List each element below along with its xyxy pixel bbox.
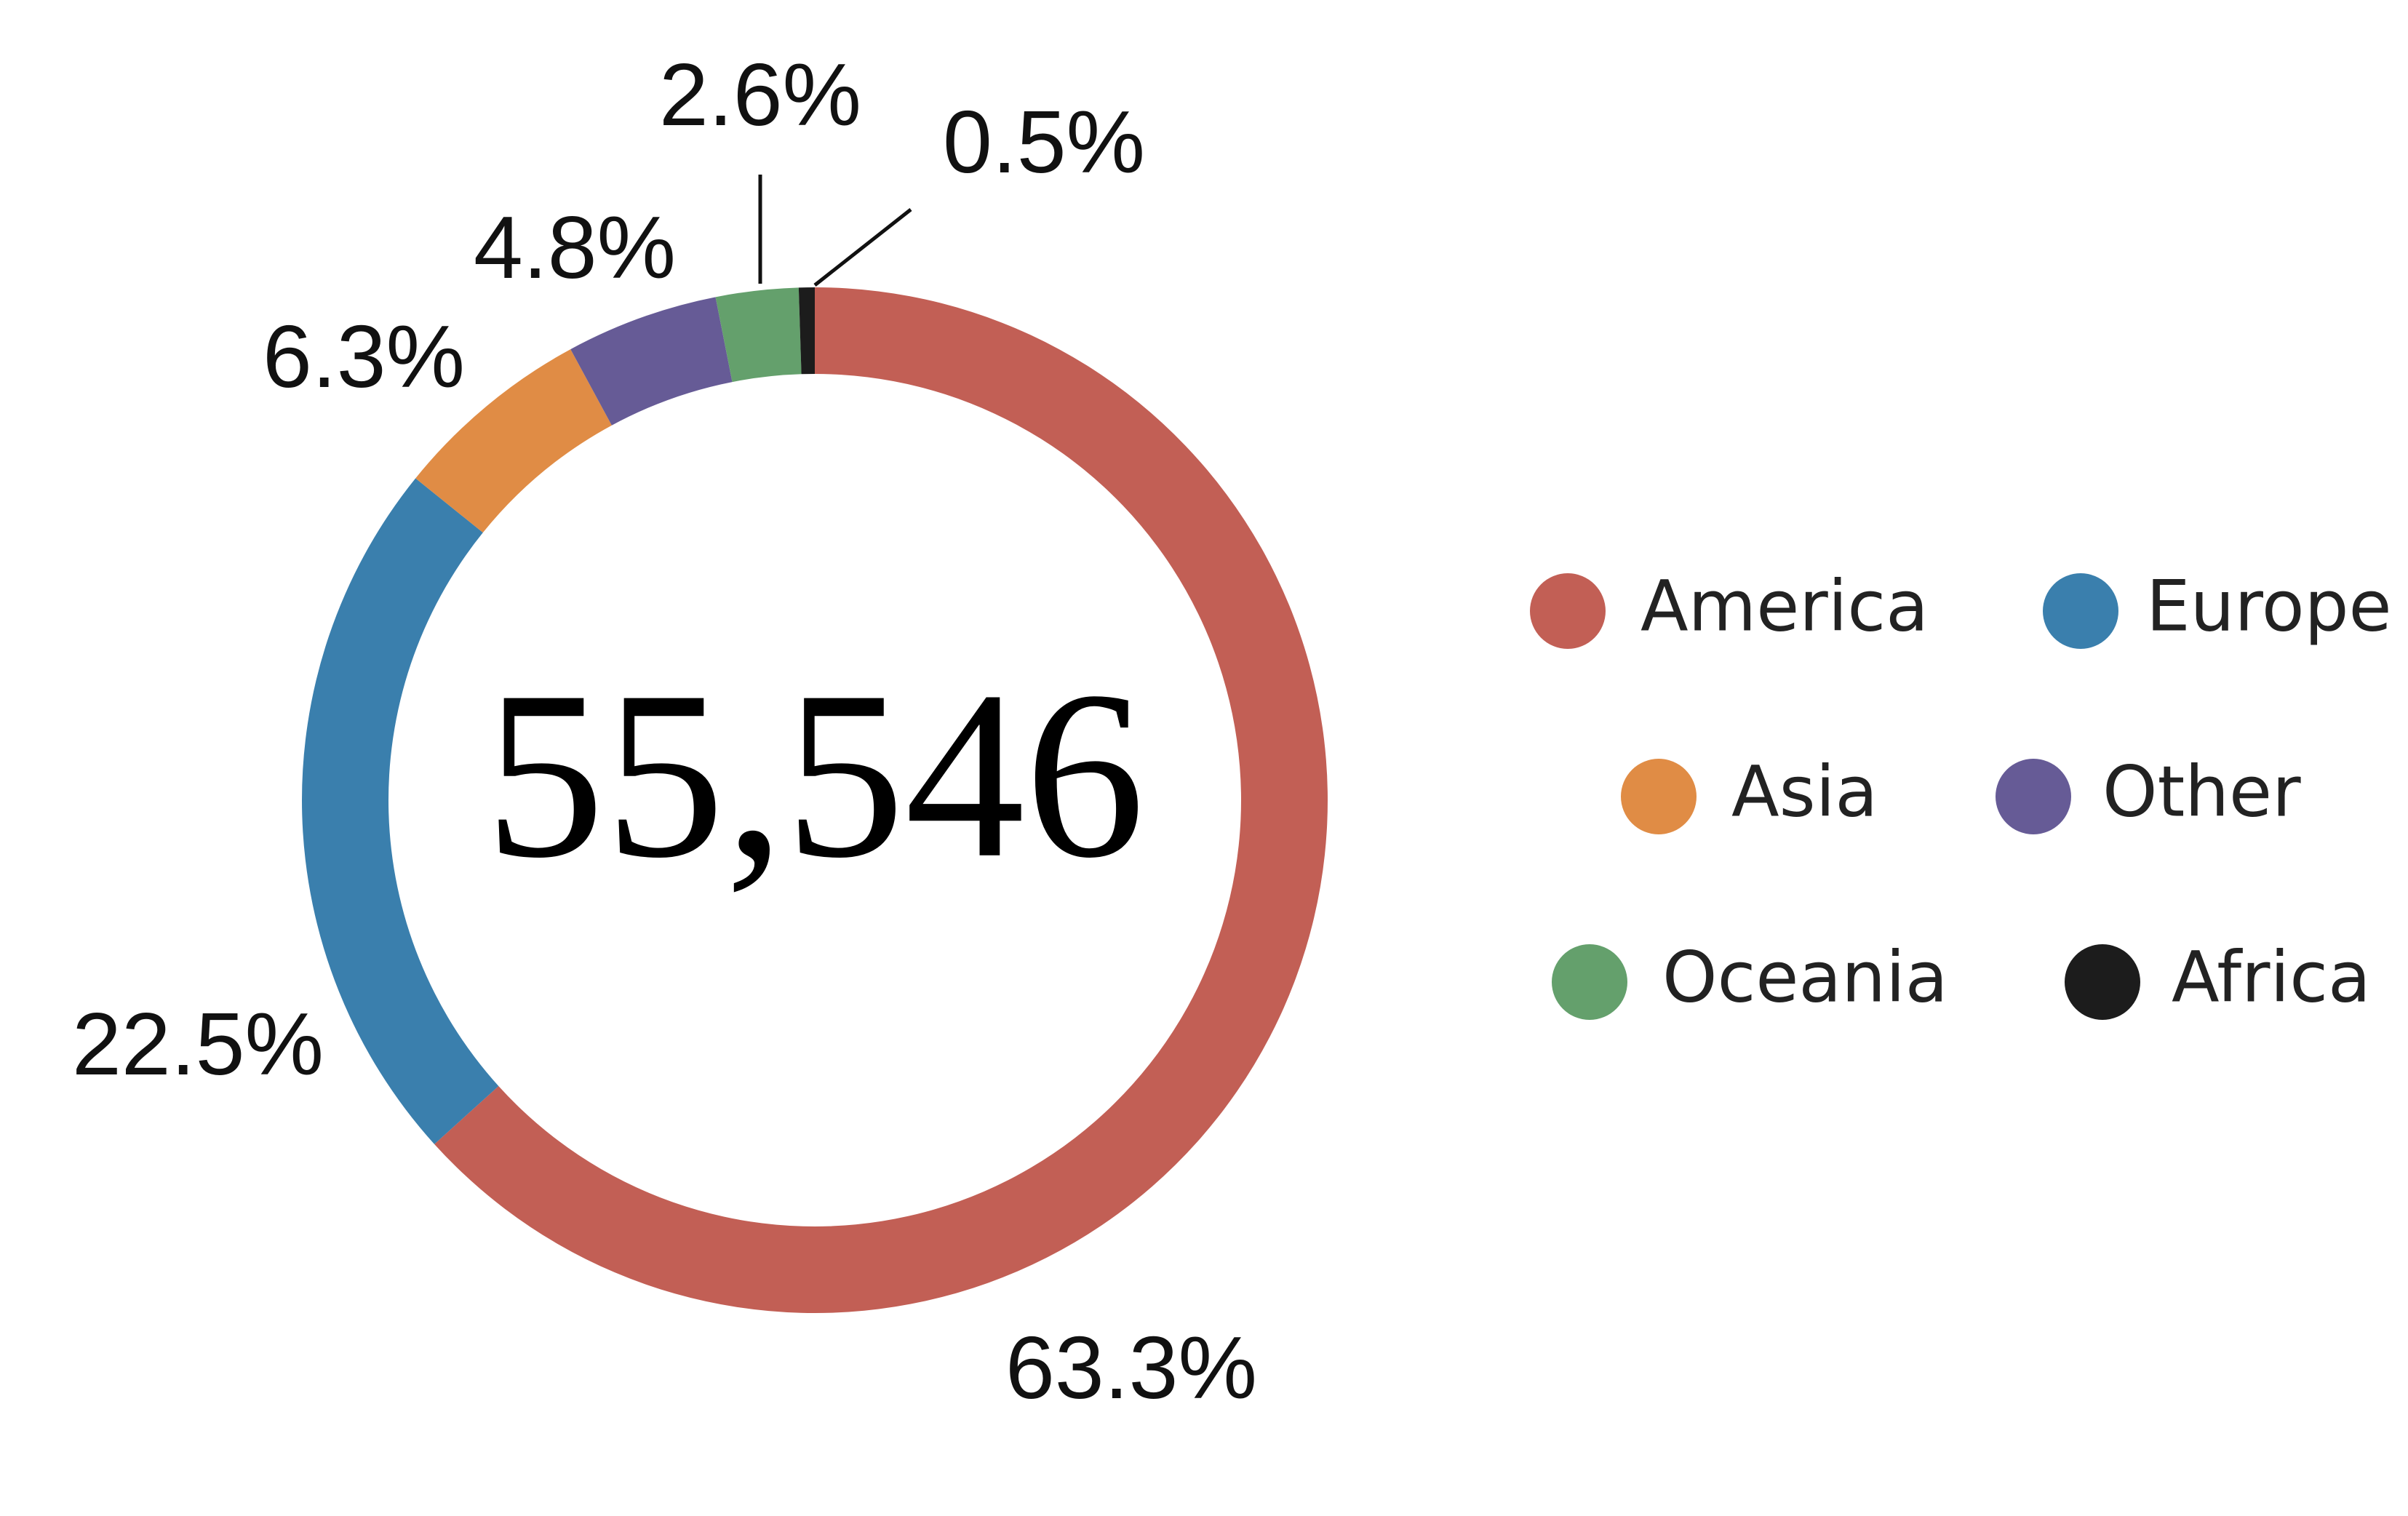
- slice-africa: [798, 287, 815, 375]
- legend-swatch-other: [1996, 759, 2071, 834]
- value-label-america: 63.3%: [1005, 1318, 1257, 1417]
- slice-america: [434, 287, 1328, 1313]
- value-label-other: 4.8%: [474, 198, 676, 297]
- value-label-asia: 6.3%: [263, 307, 465, 406]
- legend-label-africa: Africa: [2172, 936, 2371, 1018]
- percentage-labels: 63.3% 22.5% 6.3%4.8% 2.6% 0.5%: [72, 45, 1257, 1417]
- leader-lines: [758, 175, 912, 287]
- legend: America Europe Asia Other Oceania Africa: [1530, 565, 2392, 1020]
- legend-label-europe: Europe: [2146, 565, 2392, 647]
- legend-label-asia: Asia: [1731, 751, 1878, 832]
- legend-label-america: America: [1640, 565, 1929, 647]
- slice-europe: [302, 478, 499, 1144]
- value-label-africa: 0.5%: [943, 92, 1145, 191]
- legend-label-oceania: Oceania: [1662, 936, 1948, 1018]
- value-label-europe: 22.5%: [72, 994, 324, 1093]
- legend-swatch-asia: [1621, 759, 1697, 834]
- legend-item-europe: Europe: [2043, 565, 2392, 649]
- legend-swatch-europe: [2043, 573, 2118, 649]
- legend-swatch-oceania: [1552, 944, 1627, 1020]
- value-label-oceania: 2.6%: [659, 45, 861, 144]
- legend-item-oceania: Oceania: [1552, 936, 1948, 1020]
- leader-line-africa: [813, 208, 912, 287]
- center-total-value: 55,546: [485, 642, 1145, 908]
- slice-asia: [415, 349, 612, 533]
- legend-item-asia: Asia: [1621, 751, 1878, 834]
- donut-slices: [302, 287, 1328, 1313]
- legend-item-other: Other: [1996, 751, 2301, 834]
- slice-oceania: [715, 287, 802, 383]
- legend-label-other: Other: [2102, 751, 2301, 832]
- legend-swatch-america: [1530, 573, 1606, 649]
- legend-item-america: America: [1530, 565, 1929, 649]
- slice-other: [570, 297, 733, 426]
- legend-item-africa: Africa: [2065, 936, 2371, 1020]
- legend-swatch-africa: [2065, 944, 2140, 1020]
